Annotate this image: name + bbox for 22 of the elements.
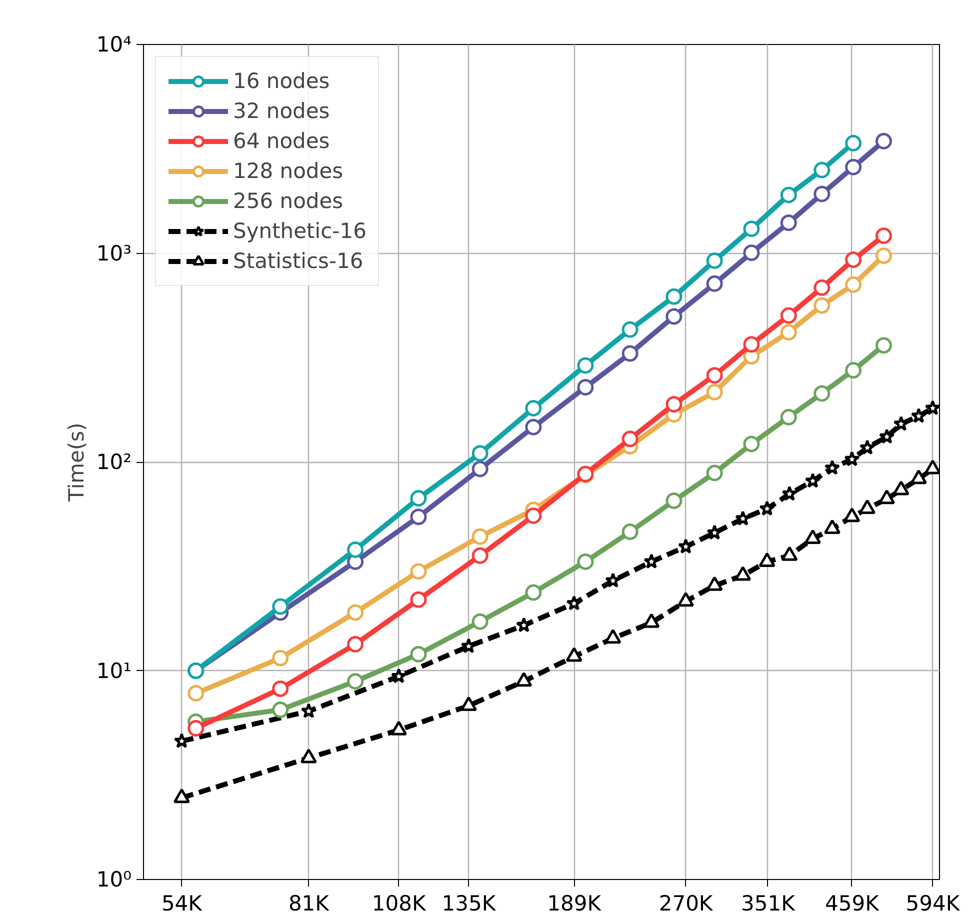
y-tick-label: 10³ bbox=[96, 241, 132, 266]
legend-label: Synthetic-16 bbox=[233, 219, 366, 243]
y-tick-label: 10⁰ bbox=[96, 868, 132, 892]
x-tick-label: 270K bbox=[658, 892, 714, 916]
y-tick-label: 10² bbox=[96, 450, 132, 474]
x-tick-label: 459K bbox=[825, 892, 880, 916]
x-tick-label: 594K bbox=[906, 892, 961, 916]
legend-label: 32 nodes bbox=[233, 99, 330, 123]
legend-label: 128 nodes bbox=[233, 159, 344, 183]
legend-label: 256 nodes bbox=[233, 189, 344, 213]
x-tick-label: 54K bbox=[161, 892, 204, 916]
legend-label: 64 nodes bbox=[233, 129, 330, 153]
y-axis-title: Time(s) bbox=[64, 422, 88, 502]
legend-label: Statistics-16 bbox=[233, 249, 364, 273]
x-tick-label: 108K bbox=[372, 892, 427, 916]
x-tick-label: 81K bbox=[288, 892, 330, 916]
x-tick-label: 189K bbox=[547, 892, 602, 916]
x-tick-label: 135K bbox=[442, 892, 497, 916]
y-tick-label: 10¹ bbox=[96, 658, 132, 683]
x-tick-label: 351K bbox=[741, 892, 796, 916]
y-tick-label: 10⁴ bbox=[96, 32, 132, 56]
legend-label: 16 nodes bbox=[233, 69, 330, 93]
